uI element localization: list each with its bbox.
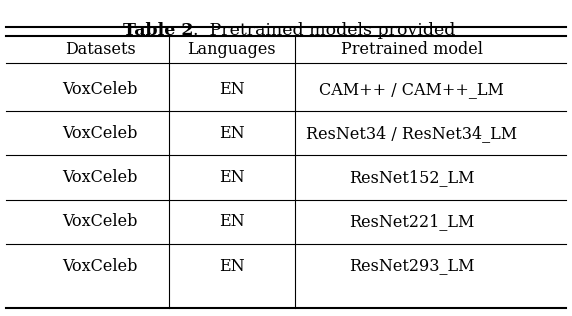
Text: VoxCeleb: VoxCeleb <box>62 169 138 186</box>
Text: ResNet34 / ResNet34_LM: ResNet34 / ResNet34_LM <box>306 125 518 142</box>
Text: VoxCeleb: VoxCeleb <box>62 258 138 275</box>
Text: EN: EN <box>219 213 244 230</box>
Text: .  Pretrained models provided: . Pretrained models provided <box>193 21 455 39</box>
Text: EN: EN <box>219 81 244 98</box>
Text: VoxCeleb: VoxCeleb <box>62 81 138 98</box>
Text: CAM++ / CAM++_LM: CAM++ / CAM++_LM <box>319 81 505 98</box>
Text: ResNet221_LM: ResNet221_LM <box>349 213 475 230</box>
Text: EN: EN <box>219 258 244 275</box>
Text: Pretrained model: Pretrained model <box>341 41 483 58</box>
Text: VoxCeleb: VoxCeleb <box>62 213 138 230</box>
Text: ResNet152_LM: ResNet152_LM <box>349 169 475 186</box>
Text: EN: EN <box>219 125 244 142</box>
Text: EN: EN <box>219 169 244 186</box>
Text: ResNet293_LM: ResNet293_LM <box>349 258 475 275</box>
Text: Languages: Languages <box>188 41 276 58</box>
Text: VoxCeleb: VoxCeleb <box>62 125 138 142</box>
Text: Table 2: Table 2 <box>123 21 193 39</box>
Text: Datasets: Datasets <box>65 41 136 58</box>
